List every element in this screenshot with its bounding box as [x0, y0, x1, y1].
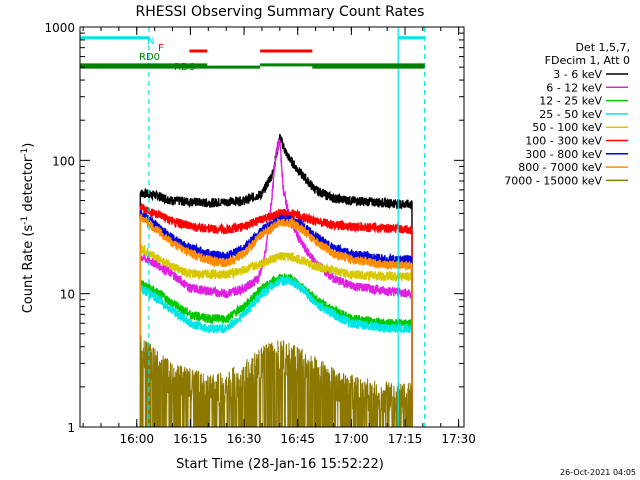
plot-frame — [79, 26, 465, 428]
x-tick-label-5: 17:15 — [388, 432, 423, 446]
legend-label-0: 3 - 6 keV — [553, 68, 602, 81]
flag-label-rd0: RD0 — [139, 52, 160, 63]
x-tick-label-0: 16:00 — [119, 432, 154, 446]
y-tick-label-3: 1000 — [44, 21, 75, 35]
x-tick-label-3: 16:45 — [280, 432, 315, 446]
y-axis-label: Count Rate (s-1 detector-1) — [20, 143, 36, 314]
y-tick-label-1: 10 — [60, 288, 75, 302]
legend-label-6: 300 - 800 keV — [525, 148, 602, 161]
y-axis: 1 10 100 1000 — [44, 21, 464, 435]
series-line-1 — [139, 137, 413, 427]
flag-label-n: N — [147, 36, 154, 47]
y-axis-label-sup2: -1 — [20, 148, 30, 157]
flag-label-rd6: RD6 — [174, 62, 195, 73]
y-axis-label-mid: detector — [21, 156, 36, 216]
series-line-5 — [139, 202, 413, 427]
chart-title: RHESSI Observing Summary Count Rates — [136, 4, 425, 20]
flag-label-f: F — [158, 43, 164, 54]
legend-header-1: FDecim 1, Att 0 — [545, 54, 630, 67]
y-axis-label-sup1: -1 — [20, 216, 30, 225]
series-line-4 — [139, 244, 413, 427]
curves-layer — [139, 27, 426, 427]
y-axis-label-main: Count Rate (s — [21, 225, 36, 314]
x-axis-label: Start Time (28-Jan-16 15:52:22) — [176, 457, 384, 472]
x-tick-label-4: 17:00 — [334, 432, 369, 446]
y-tick-label-0: 1 — [67, 421, 75, 435]
legend-label-5: 100 - 300 keV — [525, 135, 602, 148]
legend-header-0: Det 1,5,7, — [575, 41, 630, 54]
legend-label-3: 25 - 50 keV — [539, 108, 602, 121]
legend-label-4: 50 - 100 keV — [532, 121, 602, 134]
x-tick-label-1: 16:15 — [173, 432, 208, 446]
legend-label-7: 800 - 7000 keV — [518, 161, 602, 174]
legend-label-8: 7000 - 15000 keV — [504, 174, 602, 187]
y-tick-label-2: 100 — [52, 154, 75, 168]
legend-label-2: 12 - 25 keV — [539, 95, 602, 108]
series-line-8 — [139, 335, 413, 427]
plot-border — [79, 26, 465, 428]
x-axis: 16:00 16:15 16:30 16:45 17:00 17:15 17:30 — [82, 27, 476, 446]
series-line-2 — [139, 273, 413, 427]
series-line-7 — [139, 213, 413, 427]
legend-label-1: 6 - 12 keV — [546, 81, 602, 94]
x-tick-label-2: 16:30 — [227, 432, 262, 446]
y-axis-label-end: ) — [21, 143, 36, 148]
x-tick-label-6: 17:30 — [441, 432, 476, 446]
series-line-3 — [139, 274, 413, 427]
footer-timestamp: 26-Oct-2021 04:05 — [560, 468, 636, 477]
